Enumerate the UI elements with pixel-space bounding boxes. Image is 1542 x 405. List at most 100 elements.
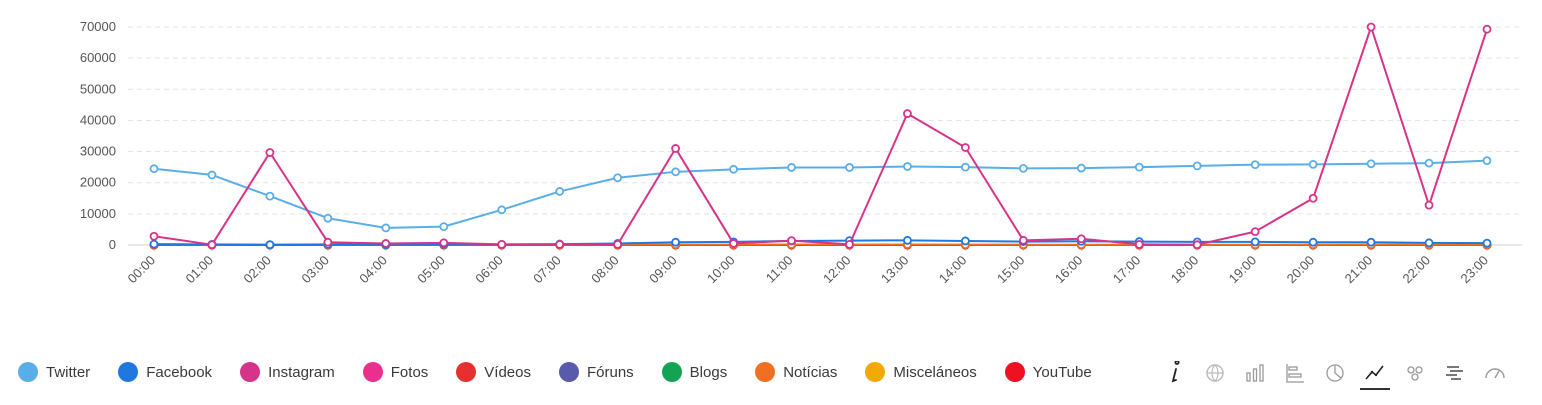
data-point	[1424, 238, 1434, 248]
series-instagram	[149, 22, 1492, 250]
info-button[interactable]	[1160, 357, 1190, 389]
data-point	[903, 109, 912, 118]
y-axis: 0 10000 20000 30000 40000 50000 60000 70000	[80, 19, 116, 252]
data-point	[1308, 237, 1318, 247]
horizontal-bar-button[interactable]	[1280, 357, 1310, 389]
data-point	[903, 235, 912, 245]
x-tick-label: 08:00	[588, 253, 622, 287]
legend-label: Blogs	[689, 363, 728, 381]
legend-marker	[755, 362, 776, 382]
bubble-icon	[1407, 366, 1423, 381]
data-point	[960, 143, 970, 152]
legend-marker	[661, 362, 682, 382]
legend-item-fotos[interactable]: Fotos	[362, 362, 429, 382]
line-chart-button[interactable]	[1360, 356, 1390, 390]
legend-label: Fotos	[390, 363, 429, 381]
series-line	[153, 26, 1488, 246]
data-point	[1192, 240, 1202, 250]
legend-item-miscelaneos[interactable]: Misceláneos	[865, 362, 977, 382]
legend-marker	[456, 362, 477, 382]
data-point	[149, 239, 159, 249]
data-point	[1366, 237, 1376, 247]
legend-item-noticias[interactable]: Notícias	[755, 362, 837, 382]
data-point	[323, 213, 333, 223]
data-point	[265, 148, 275, 157]
grid-lines	[128, 26, 1522, 246]
x-tick-label: 06:00	[472, 253, 506, 287]
data-point	[149, 164, 159, 174]
pie-chart-button[interactable]	[1320, 357, 1350, 389]
data-point	[1482, 238, 1492, 248]
bar-chart-button[interactable]	[1240, 357, 1270, 389]
data-point	[671, 167, 681, 177]
horizontal-bar-icon	[1286, 364, 1304, 383]
legend-item-facebook[interactable]: Facebook	[118, 362, 212, 382]
x-tick-label: 09:00	[646, 253, 680, 287]
x-tick-label: 14:00	[936, 253, 970, 287]
data-point	[1308, 159, 1318, 169]
x-tick-label: 00:00	[125, 253, 159, 287]
data-point	[1134, 239, 1144, 249]
series-twitter	[149, 156, 1492, 233]
line-chart-icon	[1365, 365, 1384, 380]
legend-item-twitter[interactable]: Twitter	[18, 362, 90, 382]
legend-marker	[18, 362, 38, 382]
data-point	[555, 187, 565, 196]
data-point	[1482, 24, 1492, 34]
data-point	[439, 238, 449, 248]
legend-item-youtube[interactable]: YouTube	[1004, 362, 1092, 382]
x-tick-label: 07:00	[530, 253, 564, 287]
data-point	[207, 170, 217, 180]
data-point	[671, 144, 681, 153]
data-point	[555, 239, 565, 249]
data-point	[1366, 159, 1376, 169]
legend-item-blogs[interactable]: Blogs	[661, 362, 728, 382]
data-point	[1482, 156, 1492, 166]
x-tick-label: 05:00	[414, 253, 448, 287]
legend-label: YouTube	[1032, 363, 1092, 381]
data-point	[787, 236, 796, 246]
x-tick-label: 13:00	[878, 253, 912, 287]
x-tick-label: 20:00	[1284, 253, 1318, 287]
data-point	[1192, 161, 1202, 171]
data-point	[265, 240, 275, 250]
data-point	[1424, 200, 1434, 210]
x-tick-label: 12:00	[820, 253, 854, 287]
x-tick-label: 23:00	[1458, 253, 1492, 287]
legend-item-instagram[interactable]: Instagram	[240, 362, 335, 382]
wordcloud-button[interactable]	[1440, 357, 1470, 389]
data-point	[671, 237, 681, 247]
data-point	[1250, 227, 1260, 237]
info-icon	[1171, 361, 1180, 383]
series-line	[153, 239, 1488, 246]
data-point	[439, 222, 449, 232]
world-map-button[interactable]	[1200, 357, 1230, 389]
legend-marker	[1004, 362, 1025, 382]
data-point	[1076, 163, 1086, 173]
legend-marker	[118, 362, 139, 382]
data-point	[381, 239, 391, 248]
series-line	[153, 159, 1488, 229]
x-tick-label: 01:00	[182, 253, 216, 287]
data-point	[1018, 163, 1028, 173]
data-point	[1076, 234, 1086, 244]
data-point	[265, 191, 275, 201]
x-tick-label: 17:00	[1110, 253, 1144, 287]
legend-label: Instagram	[268, 363, 335, 381]
x-tick-label: 02:00	[240, 253, 274, 287]
data-point	[960, 162, 970, 172]
data-point	[1018, 235, 1028, 245]
chart-type-toolbar	[1160, 356, 1520, 390]
x-tick-label: 15:00	[994, 253, 1028, 287]
x-tick-label: 11:00	[763, 253, 796, 286]
data-point	[323, 237, 333, 247]
y-tick-label: 70000	[80, 19, 116, 34]
legend-item-videos[interactable]: Vídeos	[456, 362, 531, 382]
gauge-button[interactable]	[1480, 357, 1510, 389]
legend-item-foruns[interactable]: Fóruns	[558, 362, 634, 382]
data-point	[1424, 158, 1434, 168]
data-point	[497, 239, 507, 249]
wordcloud-icon	[1446, 366, 1463, 380]
bubble-chart-button[interactable]	[1400, 357, 1430, 389]
x-tick-label: 21:00	[1342, 253, 1376, 287]
